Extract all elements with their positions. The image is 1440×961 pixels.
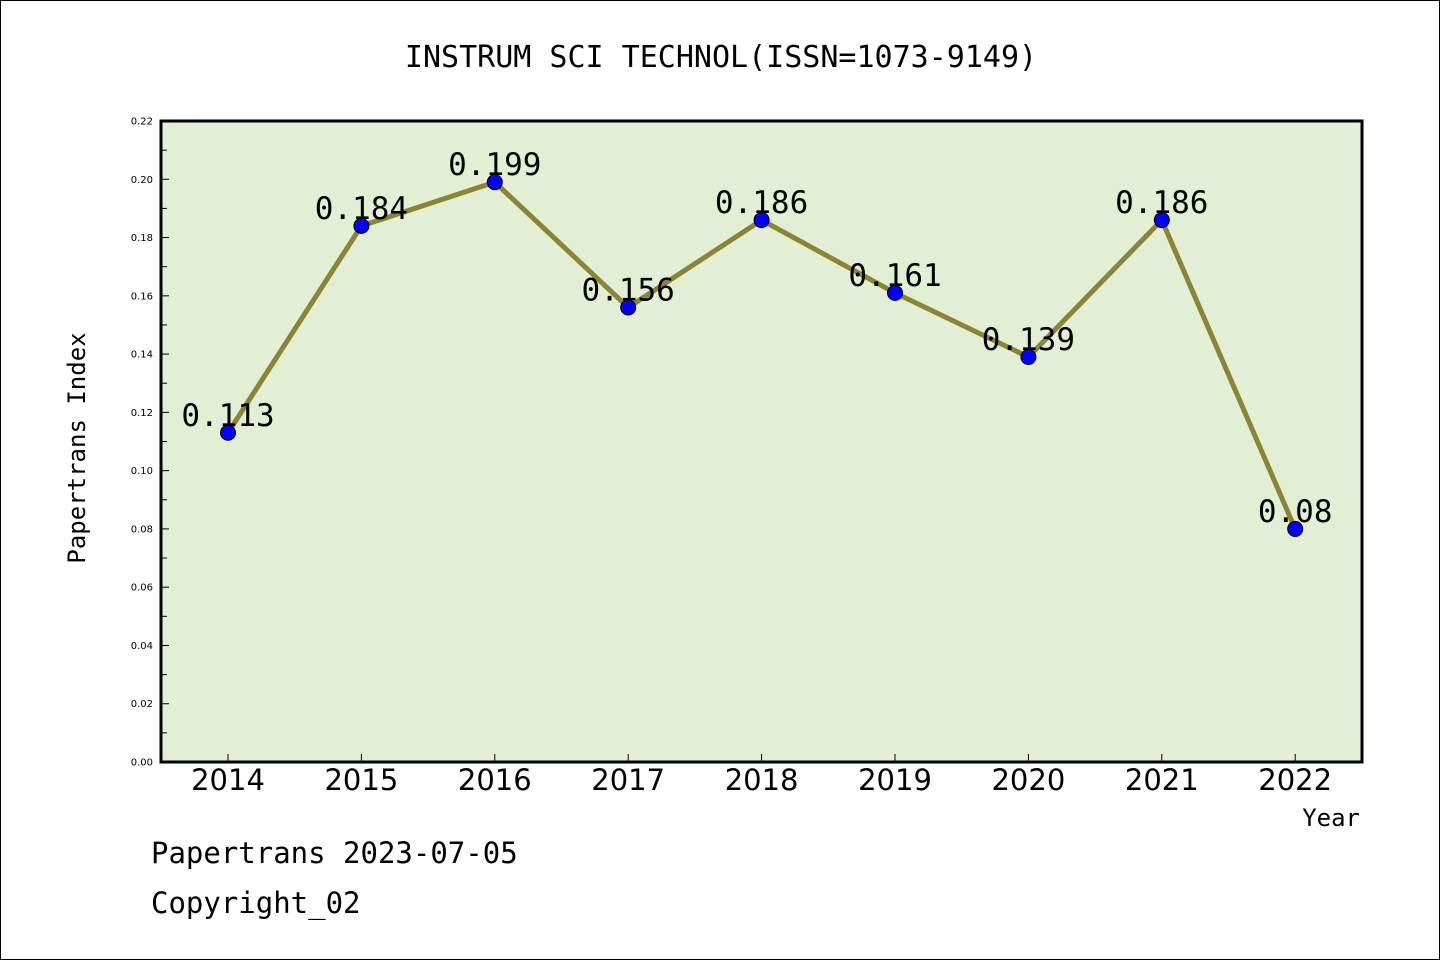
y-tick-label: 0.08 — [131, 524, 153, 535]
x-tick-label: 2016 — [458, 763, 532, 797]
axis-ticks: 0.00 0.02 0.04 0.06 0.08 0.10 0.12 0.14 0.16 0.18… — [131, 117, 1332, 798]
x-axis-label: Year — [1302, 804, 1360, 832]
y-tick-label: 0.18 — [131, 233, 153, 244]
chart-title: INSTRUM SCI TECHNOL(ISSN=1073-9149) — [405, 40, 1037, 75]
data-point — [1020, 349, 1037, 366]
data-point — [353, 217, 370, 234]
x-tick-label: 2017 — [591, 763, 665, 797]
y-tick-label: 0.16 — [131, 291, 153, 302]
footer-copyright-text: Copyright_02 — [151, 886, 361, 920]
x-tick-label: 2022 — [1258, 763, 1332, 797]
data-label: 0.113 — [181, 398, 274, 434]
y-tick-label: 0.14 — [131, 350, 153, 361]
data-label: 0.08 — [1258, 494, 1333, 530]
data-point — [1287, 520, 1304, 537]
x-tick-label: 2018 — [725, 763, 799, 797]
data-point — [220, 424, 236, 441]
data-point — [620, 299, 637, 316]
data-label: 0.199 — [448, 147, 541, 183]
footer-date-text: Papertrans 2023-07-05 — [151, 836, 518, 870]
y-axis-label: Papertrans Index — [63, 332, 91, 563]
y-tick-label: 0.02 — [131, 699, 153, 710]
x-tick-label: 2015 — [324, 763, 398, 797]
data-label: 0.156 — [582, 272, 675, 308]
x-tick-label: 2021 — [1125, 763, 1199, 797]
y-tick-label: 0.06 — [131, 583, 153, 594]
x-tick-label: 2019 — [858, 763, 932, 797]
data-label: 0.161 — [848, 258, 941, 294]
y-tick-label: 0.22 — [131, 117, 153, 128]
y-tick-label: 0.12 — [131, 408, 153, 419]
y-tick-label: 0.20 — [131, 175, 153, 186]
data-label: 0.139 — [982, 322, 1075, 358]
y-tick-label: 0.00 — [131, 758, 153, 769]
x-tick-label: 2020 — [991, 763, 1065, 797]
data-label: 0.184 — [315, 191, 408, 227]
data-point — [1153, 212, 1170, 229]
y-tick-label: 0.04 — [131, 641, 153, 652]
data-point — [486, 174, 503, 191]
y-tick-label: 0.10 — [131, 466, 153, 477]
series-layer: 0.113 0.184 0.199 0.156 0.186 0.161 0.139 0.186… — [181, 147, 1333, 537]
data-label: 0.186 — [715, 185, 808, 221]
data-point — [753, 212, 770, 229]
x-tick-label: 2014 — [191, 763, 265, 797]
data-label: 0.186 — [1115, 185, 1208, 221]
plot-border — [159, 119, 1364, 764]
data-point — [887, 284, 903, 301]
